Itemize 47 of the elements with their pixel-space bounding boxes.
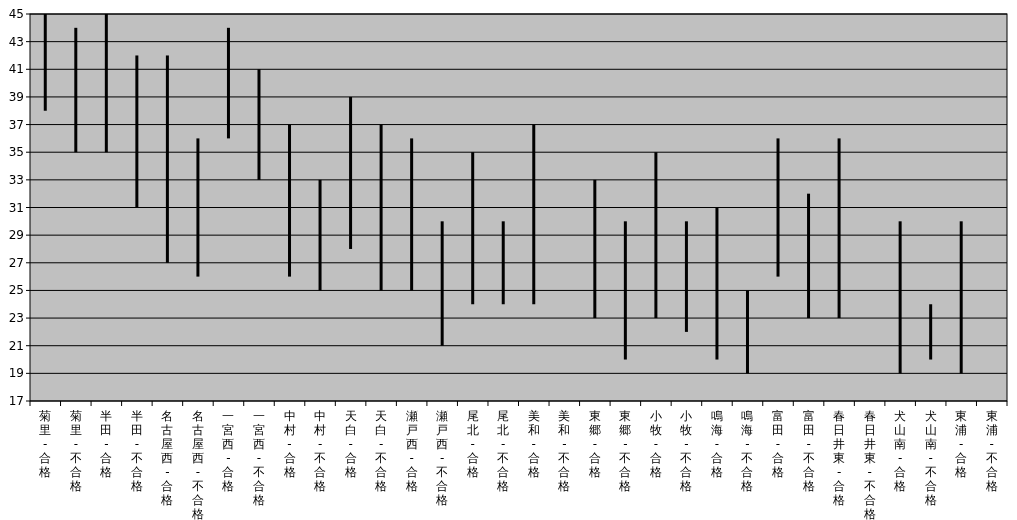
x-tick-label: 中村-不合格	[313, 409, 327, 493]
x-tick-label: 富田-合格	[771, 409, 785, 479]
x-tick-label: 富田-不合格	[802, 409, 816, 493]
x-tick-label: 瀬戸西-合格	[405, 409, 419, 493]
x-tick-label: 春日井東-合格	[832, 409, 846, 507]
x-tick-label: 半田-不合格	[130, 409, 144, 493]
x-tick-label: 尾北-不合格	[496, 409, 510, 493]
x-tick-label: 一宮西-不合格	[252, 409, 266, 507]
y-tick-label: 31	[8, 200, 24, 215]
x-tick-label: 美和-不合格	[557, 409, 571, 493]
x-tick-label: 半田-合格	[99, 409, 113, 479]
x-tick-label: 東浦-合格	[954, 409, 968, 479]
x-tick-label: 尾北-合格	[466, 409, 480, 479]
x-tick-label: 東郷-不合格	[618, 409, 632, 493]
x-tick-label: 瀬戸西-不合格	[435, 409, 449, 507]
y-tick-label: 45	[8, 7, 24, 21]
y-tick-label: 17	[8, 394, 24, 408]
x-tick-label: 名古屋西-不合格	[191, 409, 205, 520]
y-tick-label: 43	[8, 34, 24, 49]
x-tick-label: 美和-合格	[527, 409, 541, 479]
x-tick-label: 鳴海-不合格	[740, 409, 754, 493]
x-tick-label: 東郷-合格	[588, 409, 602, 479]
x-tick-label: 東浦-不合格	[985, 409, 999, 493]
x-tick-label: 名古屋西-合格	[160, 409, 174, 507]
x-tick-label: 小牧-合格	[649, 409, 663, 479]
y-tick-label: 39	[8, 89, 24, 104]
y-tick-label: 35	[8, 145, 24, 160]
y-tick-label: 19	[8, 366, 24, 381]
y-tick-label: 27	[8, 255, 24, 270]
x-tick-label: 菊里-不合格	[69, 409, 83, 493]
x-tick-label: 天白-不合格	[374, 409, 388, 493]
y-tick-label: 25	[8, 283, 24, 298]
y-tick-label: 41	[8, 62, 24, 77]
y-tick-label: 23	[8, 311, 24, 326]
x-tick-label: 菊里-合格	[38, 409, 52, 479]
x-tick-label: 犬山南-不合格	[924, 409, 938, 507]
y-tick-label: 21	[8, 338, 24, 353]
y-tick-label: 29	[8, 228, 24, 243]
x-tick-label: 鳴海-合格	[710, 409, 724, 479]
x-tick-label: 春日井東-不合格	[863, 409, 877, 520]
x-tick-label: 天白-合格	[344, 409, 358, 479]
x-tick-label: 犬山南-合格	[893, 409, 907, 493]
x-tick-label: 小牧-不合格	[679, 409, 693, 493]
y-tick-label: 33	[8, 172, 24, 187]
x-tick-label: 中村-合格	[283, 409, 297, 479]
y-tick-label: 37	[8, 117, 24, 132]
x-tick-label: 一宮西-合格	[221, 409, 235, 493]
